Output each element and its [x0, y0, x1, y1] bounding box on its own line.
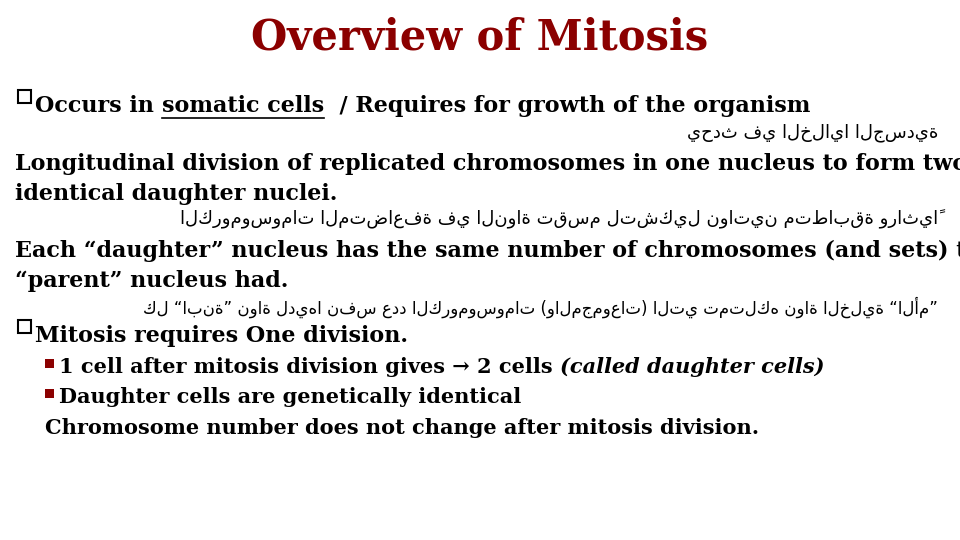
Text: (called daughter cells): (called daughter cells): [560, 357, 825, 377]
Text: Occurs in: Occurs in: [35, 95, 161, 117]
Text: Each “daughter” nucleus has the same number of chromosomes (and sets) that the: Each “daughter” nucleus has the same num…: [15, 240, 960, 262]
Text: Chromosome number does not change after mitosis division.: Chromosome number does not change after …: [45, 418, 759, 438]
Bar: [18, 90, 31, 103]
Text: يحدث في الخلايا الجسدية: يحدث في الخلايا الجسدية: [686, 123, 938, 141]
Bar: [18, 320, 31, 333]
Bar: [45, 359, 54, 368]
Text: Mitosis requires One division.: Mitosis requires One division.: [35, 325, 408, 347]
Text: somatic cells: somatic cells: [161, 95, 324, 117]
Bar: [45, 389, 54, 398]
Text: الكروموسومات المتضاعفة في النواة تقسم لتشكيل نواتين متطابقة وراثياً: الكروموسومات المتضاعفة في النواة تقسم لت…: [180, 210, 938, 230]
Text: “parent” nucleus had.: “parent” nucleus had.: [15, 270, 288, 292]
Text: Overview of Mitosis: Overview of Mitosis: [252, 17, 708, 59]
Text: Longitudinal division of replicated chromosomes in one nucleus to form two genet: Longitudinal division of replicated chro…: [15, 153, 960, 175]
Text: Daughter cells are genetically identical: Daughter cells are genetically identical: [59, 387, 521, 407]
Text: / Requires for growth of the organism: / Requires for growth of the organism: [324, 95, 810, 117]
Text: 1 cell after mitosis division gives → 2 cells: 1 cell after mitosis division gives → 2 …: [59, 357, 560, 377]
Text: كل “ابنة” نواة لديها نفس عدد الكروموسومات (والمجموعات) التي تمتلكه نواة الخلية “: كل “ابنة” نواة لديها نفس عدد الكروموسوما…: [143, 297, 938, 319]
Text: identical daughter nuclei.: identical daughter nuclei.: [15, 183, 337, 205]
